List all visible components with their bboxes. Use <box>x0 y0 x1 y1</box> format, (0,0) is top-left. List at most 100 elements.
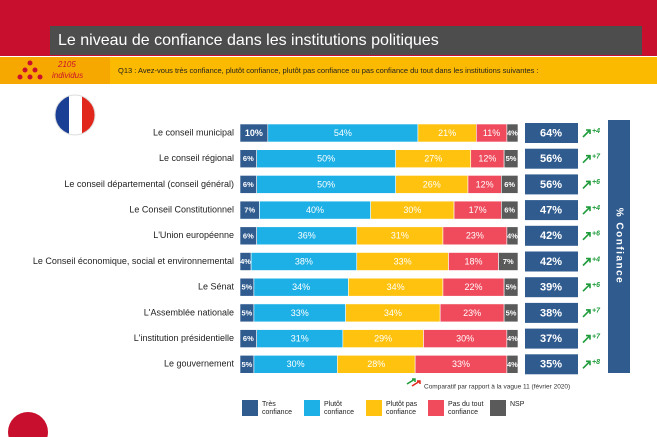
value-label: 6% <box>243 231 254 240</box>
confidence-total-box <box>525 123 578 143</box>
value-label: 34% <box>387 282 405 292</box>
legend-label: Très confiance <box>262 401 292 416</box>
value-label: 5% <box>242 308 253 317</box>
value-label: 28% <box>367 359 385 369</box>
confidence-total: 56% <box>540 179 562 191</box>
value-label: 21% <box>438 128 456 138</box>
chart-title: Le niveau de confiance dans les institut… <box>58 32 439 49</box>
confidence-total: 56% <box>540 153 562 165</box>
value-label: 5% <box>242 283 253 292</box>
value-label: 4% <box>240 257 251 266</box>
value-label: 23% <box>463 308 481 318</box>
confidence-total: 47% <box>540 205 562 217</box>
footnote-arrow <box>406 378 416 385</box>
value-label: 34% <box>292 282 310 292</box>
value-label: 34% <box>384 308 402 318</box>
value-label: 6% <box>243 334 254 343</box>
change-label: +4 <box>592 205 600 212</box>
bar-segment <box>506 226 519 246</box>
sample-box <box>0 57 110 84</box>
value-label: 36% <box>298 231 316 241</box>
legend-swatch <box>366 400 382 416</box>
footnote: Comparatif par rapport à la vague 11 (fé… <box>424 384 570 391</box>
value-label: 31% <box>391 231 409 241</box>
value-label: 5% <box>506 154 517 163</box>
legend-label: Plutôt confiance <box>324 401 354 416</box>
value-label: 30% <box>287 359 305 369</box>
category-label: Le conseil départemental (conseil généra… <box>64 179 234 189</box>
value-label: 12% <box>478 154 496 164</box>
change-arrow <box>582 360 591 369</box>
sample-size: 2105 <box>57 60 76 69</box>
footnote-arrow <box>411 380 421 387</box>
value-label: 31% <box>291 333 309 343</box>
value-label: 6% <box>243 154 254 163</box>
title-box <box>50 26 642 55</box>
value-label: 33% <box>291 308 309 318</box>
change-arrow <box>582 206 591 215</box>
confidence-total: 37% <box>540 333 562 345</box>
category-label: Le Sénat <box>198 282 235 292</box>
change-arrow <box>582 232 591 241</box>
confidence-total: 35% <box>540 359 562 371</box>
value-label: 5% <box>506 308 517 317</box>
confidence-total: 38% <box>540 307 562 319</box>
quote-icon <box>8 412 48 437</box>
value-label: 30% <box>403 205 421 215</box>
category-label: Le gouvernement <box>164 359 235 369</box>
change-arrow <box>582 129 591 138</box>
category-label: L'Assemblée nationale <box>144 307 234 317</box>
value-label: 7% <box>244 206 255 215</box>
value-label: 33% <box>394 256 412 266</box>
legend-swatch <box>428 400 444 416</box>
french-flag <box>55 95 95 135</box>
value-label: 50% <box>317 154 335 164</box>
value-label: 11% <box>483 128 500 138</box>
value-label: 29% <box>374 333 392 343</box>
confidence-total-box <box>525 251 578 272</box>
change-arrow <box>582 180 591 189</box>
value-label: 26% <box>423 179 441 189</box>
value-label: 12% <box>476 179 494 189</box>
flag-border <box>54 94 96 136</box>
value-label: 4% <box>507 334 518 343</box>
value-label: 17% <box>469 205 487 215</box>
confidence-total: 42% <box>540 230 562 242</box>
question: Q13 : Avez-vous très confiance, plutôt c… <box>118 66 539 75</box>
legend-label: NSP <box>510 401 525 408</box>
legend-swatch <box>242 400 258 416</box>
confidence-total-box <box>525 225 578 246</box>
category-label: Le conseil municipal <box>153 127 234 137</box>
value-label: 50% <box>317 179 335 189</box>
bar-segment <box>501 175 519 194</box>
change-label: +4 <box>592 256 600 263</box>
value-label: 54% <box>334 128 352 138</box>
legend-label: Plutôt pas confiance <box>386 401 418 416</box>
change-label: +6 <box>592 231 600 238</box>
change-label: +8 <box>592 359 600 366</box>
category-label: Le Conseil économique, social et environ… <box>33 256 234 266</box>
value-label: 38% <box>295 256 313 266</box>
value-label: 23% <box>466 231 484 241</box>
value-label: 4% <box>507 128 518 137</box>
bar-segment <box>506 354 519 374</box>
value-label: 30% <box>456 333 474 343</box>
value-label: 33% <box>452 359 470 369</box>
side-label: % Confiance <box>613 208 624 285</box>
change-arrow <box>582 309 591 318</box>
bar-segment <box>506 329 519 348</box>
legend-label: Pas du tout confiance <box>448 401 484 416</box>
change-label: +7 <box>592 333 601 340</box>
people-icon <box>17 60 43 80</box>
bar-segment <box>503 149 519 168</box>
value-label: 40% <box>306 205 324 215</box>
bar-segment <box>503 277 519 297</box>
confidence-total: 39% <box>540 282 562 294</box>
confidence-total: 42% <box>540 256 562 268</box>
change-label: +7 <box>592 154 601 161</box>
change-label: +4 <box>592 128 600 135</box>
change-arrow <box>582 283 591 292</box>
bar-segment <box>498 252 519 271</box>
change-label: +7 <box>592 308 601 315</box>
